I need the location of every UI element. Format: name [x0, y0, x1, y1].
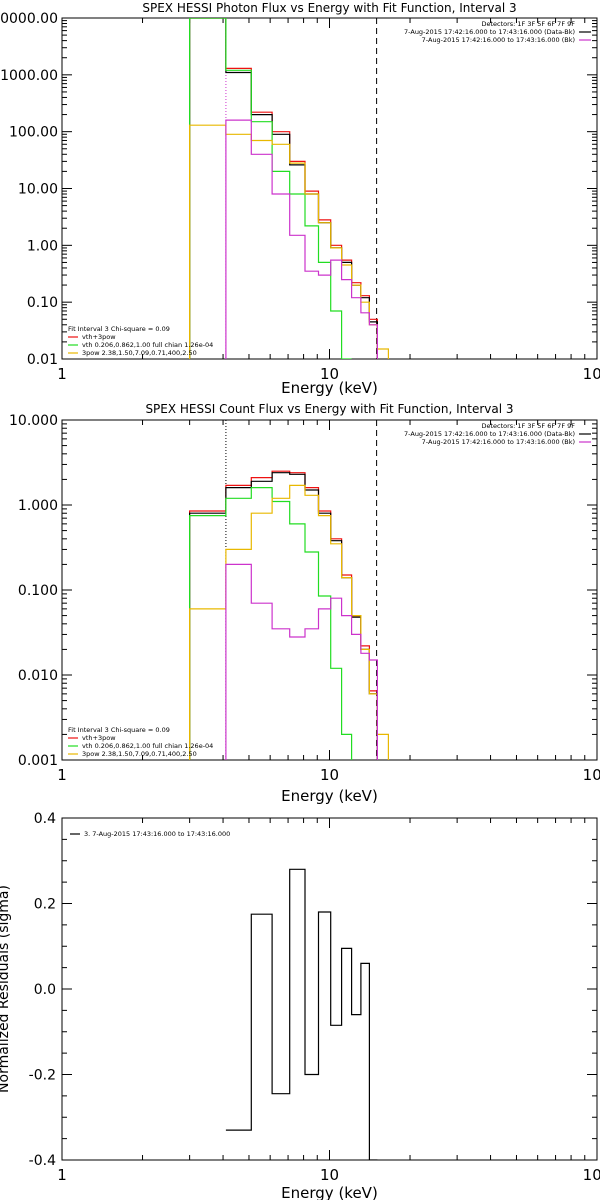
- photon-flux-panel: SPEX HESSI Photon Flux vs Energy with Fi…: [0, 1, 600, 397]
- legend-label: 3pow 2.38,1.50,7.09,0.71,400,2.50: [82, 750, 197, 758]
- x-axis-label: Energy (keV): [281, 1184, 378, 1200]
- info-line: 7-Aug-2015 17:42:16.000 to 17:43:16.000 …: [404, 28, 575, 36]
- y-tick-label: -0.4: [29, 1153, 56, 1169]
- y-tick-label: 1000.00: [0, 68, 58, 84]
- series-line-3: [189, 124, 389, 359]
- series-group: [225, 868, 378, 1160]
- series-line-0: [189, 18, 378, 359]
- x-tick-label: 100: [583, 365, 600, 383]
- x-tick-label: 10: [320, 1166, 339, 1184]
- info-line: Detectors: 1F 3F 5F 6F 7F 9F: [481, 422, 575, 430]
- y-tick-label: 0.4: [34, 811, 56, 827]
- legend-label: vth+3pow: [82, 333, 116, 341]
- chart-title: SPEX HESSI Photon Flux vs Energy with Fi…: [142, 1, 516, 15]
- series-line-data: [189, 18, 378, 359]
- info-line: Detectors: 1F 3F 5F 6F 7F 9F: [481, 20, 575, 28]
- y-tick-label: 0.10: [27, 295, 58, 311]
- x-axis-label: Energy (keV): [281, 379, 378, 397]
- y-tick-label: 0.100: [18, 583, 58, 599]
- series-group: [189, 470, 389, 760]
- y-tick-label: 0.010: [18, 668, 58, 684]
- y-tick-label: -0.2: [29, 1068, 56, 1084]
- series-line-2: [189, 18, 352, 359]
- y-tick-label: 0000.00: [0, 11, 58, 27]
- series-line-2: [189, 487, 353, 760]
- y-tick-label: 0.01: [27, 352, 58, 368]
- series-line-background: [225, 119, 378, 359]
- x-tick-label: 100: [583, 1166, 600, 1184]
- series-line-0: [225, 868, 378, 1160]
- chart-title: SPEX HESSI Count Flux vs Energy with Fit…: [145, 402, 513, 416]
- legend-header: Fit Interval 3 Chi-square = 0.09: [68, 325, 170, 333]
- x-tick-label: 1: [57, 766, 67, 784]
- legend-label: 3. 7-Aug-2015 17:43:16.000 to 17:43:16.0…: [84, 830, 230, 838]
- legend-label: vth+3pow: [82, 734, 116, 742]
- count-flux-panel: SPEX HESSI Count Flux vs Energy with Fit…: [9, 402, 600, 805]
- info-line: 7-Aug-2015 17:42:16.000 to 17:43:16.000 …: [404, 430, 575, 438]
- axes-frame: [61, 419, 598, 761]
- y-tick-label: 10.000: [9, 413, 58, 429]
- x-tick-label: 10: [320, 766, 339, 784]
- axes-frame: [61, 817, 598, 1161]
- y-tick-label: 0.2: [34, 897, 56, 913]
- legend-label: 3pow 2.38,1.50,7.09,0.71,400,2.50: [82, 349, 197, 357]
- legend-header: Fit Interval 3 Chi-square = 0.09: [68, 726, 170, 734]
- y-tick-label: 1.00: [27, 238, 58, 254]
- legend-label: vth 0.206,0.862,1.00 full chian 1.26e-04: [82, 341, 213, 349]
- axes-frame: [61, 17, 598, 360]
- info-line: 7-Aug-2015 17:42:16.000 to 17:43:16.000 …: [422, 438, 575, 446]
- x-tick-label: 1: [57, 1166, 67, 1184]
- y-tick-label: 0.0: [34, 982, 56, 998]
- x-tick-label: 100: [583, 766, 600, 784]
- x-tick-label: 1: [57, 365, 67, 383]
- y-tick-label: 1.000: [18, 498, 58, 514]
- y-axis-label: Normalized Residuals (sigma): [0, 885, 12, 1093]
- x-tick-label: 10: [320, 365, 339, 383]
- legend-label: vth 0.206,0.862,1.00 full chian 1.26e-04: [82, 742, 213, 750]
- info-line: 7-Aug-2015 17:42:16.000 to 17:43:16.000 …: [422, 36, 575, 44]
- y-tick-label: 0.001: [18, 753, 58, 769]
- y-tick-label: 10.00: [18, 182, 58, 198]
- residuals-panel: 1 10 100 Energy (keV) -0.4 -0.2 0.0 0.2 0.4 Norma…: [0, 811, 600, 1200]
- x-axis-label: Energy (keV): [281, 787, 378, 805]
- series-line-3: [189, 484, 389, 760]
- y-tick-label: 100.00: [9, 125, 58, 141]
- series-line-background: [225, 563, 378, 760]
- series-group: [189, 18, 389, 359]
